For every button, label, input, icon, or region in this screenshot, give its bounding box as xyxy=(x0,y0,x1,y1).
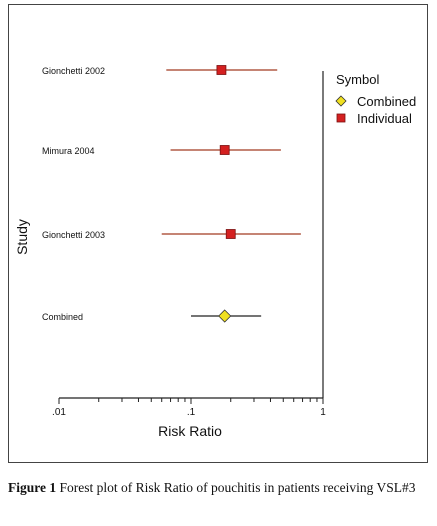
legend-individual-marker xyxy=(336,113,346,123)
caption-label: Figure 1 xyxy=(8,480,57,495)
study-label: Combined xyxy=(42,312,83,322)
study-label: Mimura 2004 xyxy=(42,146,95,156)
legend-entry-label: Individual xyxy=(357,111,412,126)
x-tick-label: .01 xyxy=(52,407,66,418)
x-axis-label: Risk Ratio xyxy=(158,423,222,439)
study-label: Gionchetti 2003 xyxy=(42,230,105,240)
study-label: Gionchetti 2002 xyxy=(42,66,105,76)
x-tick-label: 1 xyxy=(320,407,326,418)
study-square-marker xyxy=(216,65,227,75)
confidence-intervals xyxy=(161,69,301,317)
legend: Symbol Combined Individual xyxy=(335,72,416,126)
caption-text: Forest plot of Risk Ratio of pouchitis i… xyxy=(56,480,416,495)
legend-entry-label: Combined xyxy=(357,94,416,109)
study-square-marker xyxy=(219,145,230,155)
legend-combined-marker xyxy=(335,95,347,107)
combined-diamond-marker xyxy=(218,309,232,323)
axes: .01 .1 1 xyxy=(52,71,326,418)
chart-frame: .01.1 1 Gionchetti 2002 Mimura 2004 Gionche… xyxy=(8,4,428,463)
y-axis-label: Study xyxy=(14,219,30,255)
figure-caption: Figure 1 Forest plot of Risk Ratio of po… xyxy=(8,479,433,496)
x-tick-label: .1 xyxy=(187,407,196,418)
study-square-marker xyxy=(225,229,236,239)
estimate-markers xyxy=(216,65,236,323)
legend-title: Symbol xyxy=(336,72,379,87)
study-labels: Gionchetti 2002 Mimura 2004 Gionchetti 200… xyxy=(42,66,105,322)
